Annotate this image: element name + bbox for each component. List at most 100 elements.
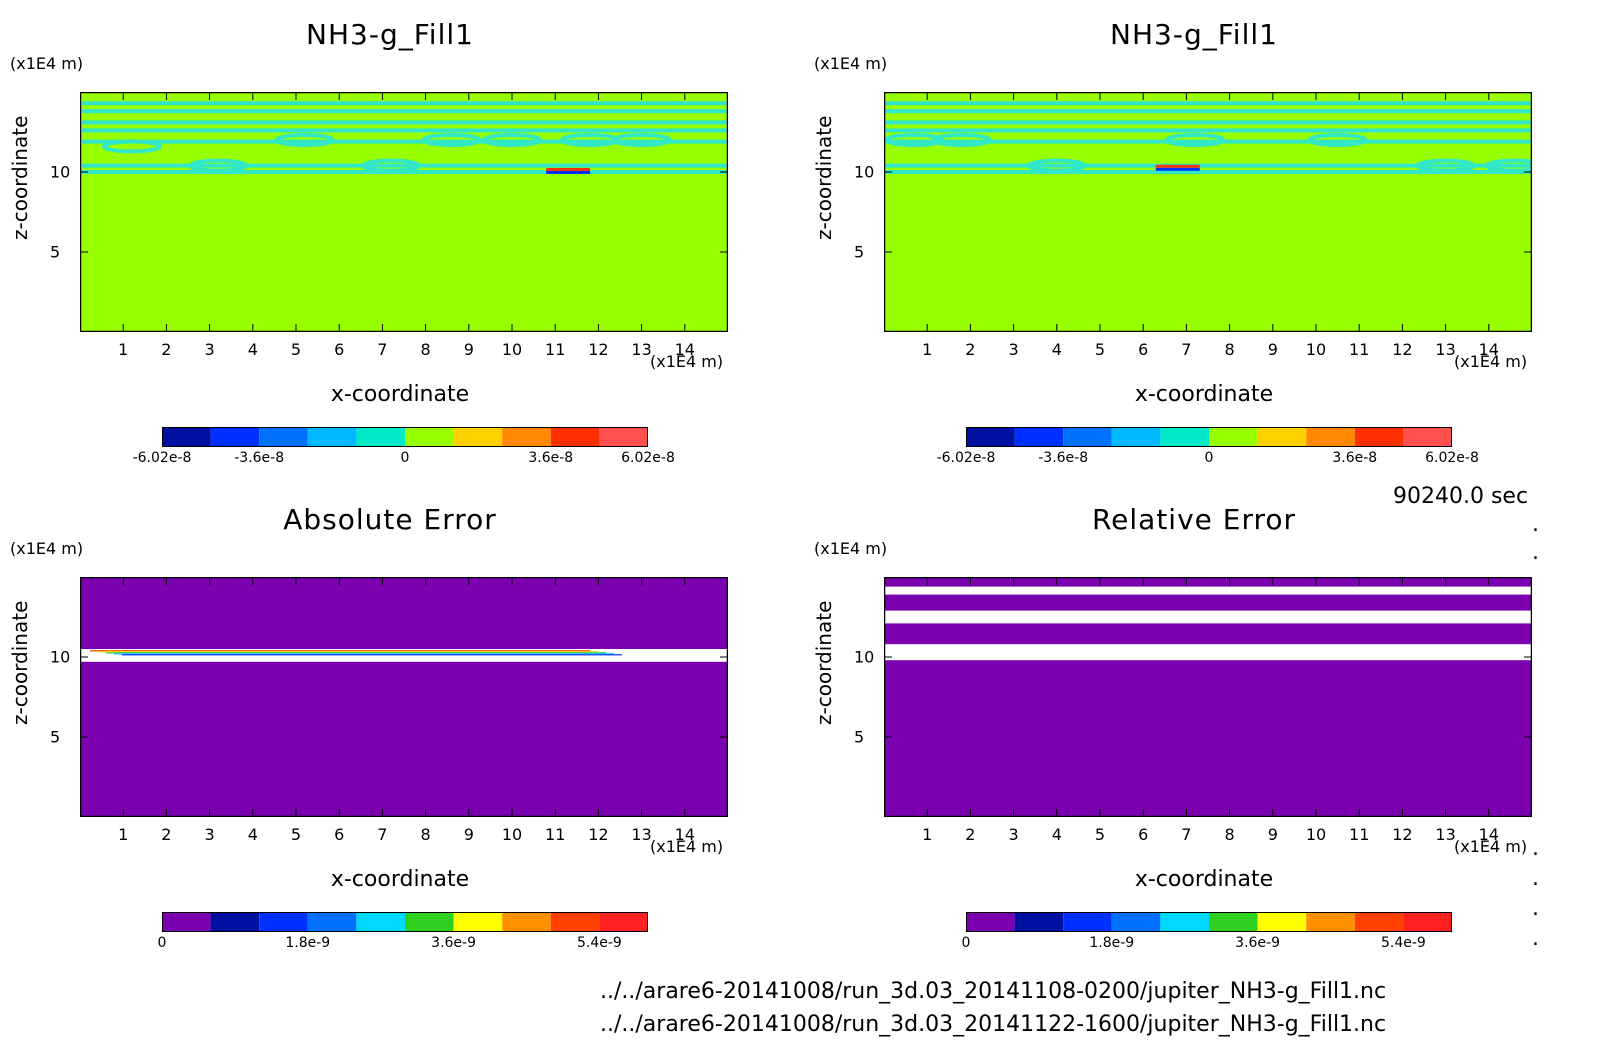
colorbar-tick-label: -3.6e-8 bbox=[234, 450, 285, 466]
colorbar-frame bbox=[966, 427, 1452, 447]
file-path-2: ../../arare6-20141008/run_3d.03_20141122… bbox=[600, 1012, 1387, 1037]
x-tick-label: 11 bbox=[545, 340, 566, 359]
x-tick-label: 9 bbox=[463, 340, 474, 359]
panel-title: NH3-g_Fill1 bbox=[1110, 18, 1278, 51]
colorbar-segment bbox=[1403, 427, 1452, 447]
x-tick-label: 7 bbox=[377, 825, 388, 844]
colorbar-tick-label: -6.02e-8 bbox=[936, 450, 996, 466]
y-tick-label: 10 bbox=[854, 162, 875, 182]
x-tick-label: 8 bbox=[420, 825, 431, 844]
error-contour-line bbox=[114, 653, 614, 655]
x-tick-label: 10 bbox=[1305, 825, 1327, 844]
x-tick-label: 6 bbox=[334, 825, 345, 844]
heatmap-plot: 1 2 3 4 5 6 7 8 9 10 11 12 13 14 5 10 bbox=[50, 92, 728, 359]
colorbar bbox=[966, 912, 1452, 932]
plot-background bbox=[80, 92, 728, 332]
colorbar-labels: -6.02e-8 -3.6e-8 0 3.6e-8 6.02e-8 bbox=[937, 450, 1479, 470]
error-contour-line bbox=[90, 650, 590, 652]
timestamp-label: 90240.0 sec bbox=[1393, 484, 1529, 509]
colorbar-tick-label: 5.4e-9 bbox=[576, 935, 622, 951]
colorbar-frame bbox=[162, 427, 648, 447]
colorbar-segment bbox=[356, 427, 405, 447]
y-unit-label: (x1E4 m) bbox=[814, 54, 888, 73]
y-tick-label: 10 bbox=[50, 647, 71, 667]
x-tick-label: 12 bbox=[1392, 340, 1413, 359]
plot-svg bbox=[884, 92, 1532, 332]
x-tick-label: 4 bbox=[1051, 825, 1062, 844]
colorbar-segment bbox=[550, 427, 600, 447]
x-tick-label: 7 bbox=[377, 340, 388, 359]
extreme-positive bbox=[1155, 164, 1200, 168]
file-path-1: ../../arare6-20141008/run_3d.03_20141108… bbox=[600, 979, 1387, 1004]
x-tick-label: 14 bbox=[674, 825, 695, 844]
plot-frame bbox=[80, 92, 728, 332]
x-tick-label: 3 bbox=[1008, 340, 1019, 359]
x-tick-label: 13 bbox=[1435, 340, 1456, 359]
colorbar-frame bbox=[162, 912, 648, 932]
colorbar-segment bbox=[1209, 912, 1258, 932]
x-tick-label: 6 bbox=[1138, 825, 1149, 844]
colorbar bbox=[162, 427, 648, 447]
x-tick-label: 11 bbox=[1349, 825, 1370, 844]
colorbar-segment bbox=[502, 427, 551, 447]
dot-marker: . bbox=[1532, 866, 1539, 891]
colorbar-tick-label: 3.6e-9 bbox=[1235, 935, 1281, 951]
x-tick-label: 9 bbox=[463, 825, 474, 844]
dot-marker: . bbox=[1532, 896, 1539, 921]
colorbar-segment bbox=[210, 912, 260, 932]
contour-band bbox=[80, 109, 728, 114]
colorbar-tick-label: -6.02e-8 bbox=[132, 450, 192, 466]
colorbar-tick-label: 6.02e-8 bbox=[621, 450, 675, 466]
x-tick-label: 11 bbox=[1349, 340, 1370, 359]
colorbar-tick-label: -3.6e-8 bbox=[1038, 450, 1089, 466]
x-axis-label: x-coordinate bbox=[1134, 382, 1274, 407]
colorbar-segment bbox=[1209, 427, 1258, 447]
colorbar-segment bbox=[1354, 427, 1404, 447]
colorbar-segment bbox=[1306, 912, 1355, 932]
contour-band bbox=[80, 139, 728, 144]
heatmap-plot: 1 2 3 4 5 6 7 8 9 10 11 12 13 14 5 10 bbox=[50, 577, 728, 844]
contour-loop bbox=[421, 133, 482, 147]
colorbar-tick-label: 3.6e-8 bbox=[1332, 450, 1378, 466]
contour-band bbox=[884, 101, 1532, 106]
x-tick-label: 1 bbox=[922, 825, 933, 844]
colorbar-tick-label: 1.8e-9 bbox=[1089, 935, 1135, 951]
colorbar bbox=[162, 912, 648, 932]
x-tick-label: 12 bbox=[588, 825, 609, 844]
dot-marker: . bbox=[1532, 540, 1539, 565]
x-tick-label: 3 bbox=[1008, 825, 1019, 844]
plot-frame bbox=[884, 92, 1532, 332]
plot-svg bbox=[80, 577, 728, 817]
colorbar-tick-label: 1.8e-9 bbox=[285, 935, 331, 951]
colorbar-labels: 0 1.8e-9 3.6e-9 5.4e-9 bbox=[158, 935, 648, 955]
x-tick-label: 12 bbox=[588, 340, 609, 359]
contour-band bbox=[884, 139, 1532, 144]
extreme-positive bbox=[546, 168, 591, 171]
y-axis-label: z-coordinate bbox=[812, 115, 836, 240]
x-tick-label: 7 bbox=[1181, 340, 1192, 359]
x-tick-label: 5 bbox=[1094, 340, 1106, 359]
x-tick-label: 9 bbox=[1267, 340, 1278, 359]
x-unit-label: (x1E4 m) bbox=[1454, 837, 1528, 856]
x-tick-label: 8 bbox=[1224, 825, 1235, 844]
plot-svg bbox=[884, 577, 1532, 817]
x-tick-label: 2 bbox=[161, 340, 172, 359]
contour-loop bbox=[1307, 133, 1368, 147]
y-axis-label: z-coordinate bbox=[8, 115, 32, 240]
x-tick-label: 1 bbox=[922, 340, 933, 359]
x-tick-label: 4 bbox=[1051, 340, 1062, 359]
dot-marker: . bbox=[1532, 926, 1539, 951]
x-tick-label: 5 bbox=[1094, 825, 1106, 844]
x-tick-label: 11 bbox=[545, 825, 566, 844]
y-axis-label: z-coordinate bbox=[8, 600, 32, 725]
colorbar-segment bbox=[550, 912, 600, 932]
colorbar-segment bbox=[1111, 427, 1161, 447]
colorbar-segment bbox=[1014, 912, 1064, 932]
contour-band bbox=[80, 101, 728, 106]
plot-frame bbox=[884, 577, 1532, 817]
x-tick-label: 1 bbox=[118, 340, 129, 359]
x-tick-label: 2 bbox=[161, 825, 172, 844]
y-tick-label: 10 bbox=[854, 647, 875, 667]
